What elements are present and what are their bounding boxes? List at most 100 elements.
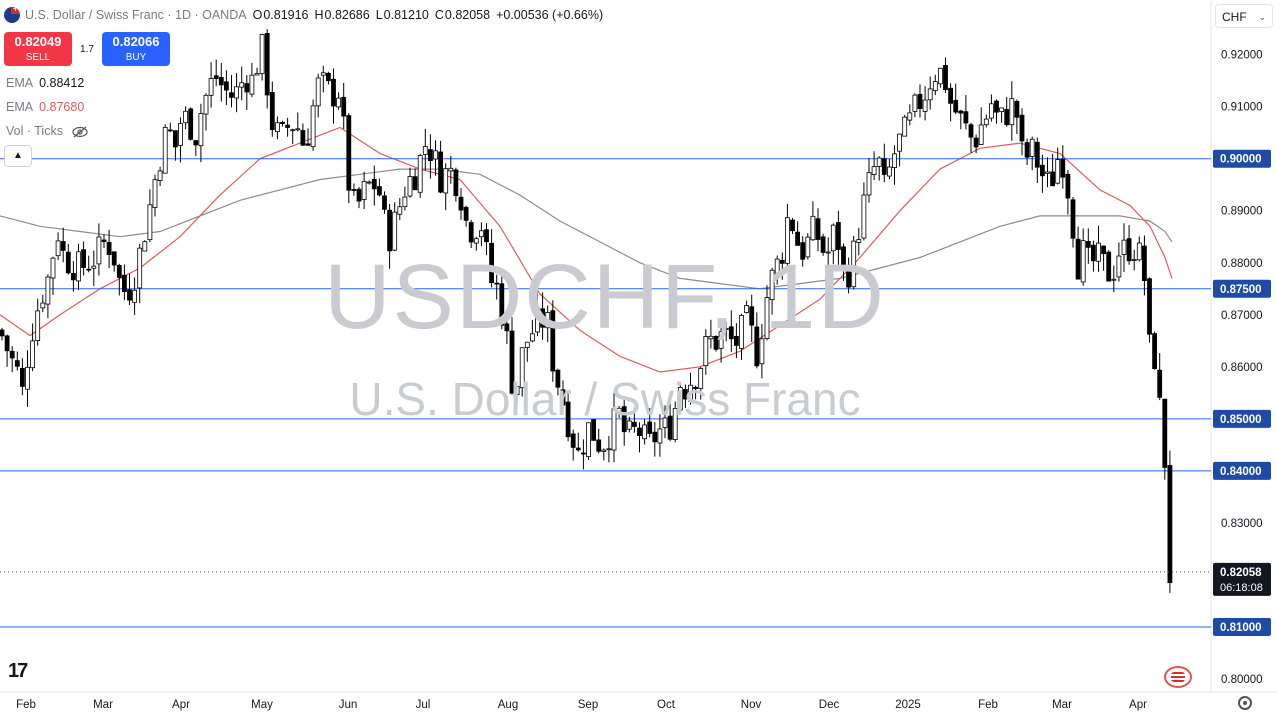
- time-tick-label: Mar: [93, 699, 113, 711]
- time-tick-label: Feb: [16, 699, 36, 711]
- settings-icon[interactable]: [1238, 696, 1252, 710]
- indicator-name: Vol · Ticks: [6, 124, 63, 138]
- candle-body: [341, 96, 347, 117]
- candle-body: [805, 236, 811, 258]
- currency-selector[interactable]: CHF ⌄: [1215, 4, 1273, 28]
- us-flag-icon[interactable]: [1164, 666, 1192, 688]
- candle-body: [652, 431, 658, 443]
- indicator-volume[interactable]: Vol · Ticks: [6, 124, 89, 138]
- eye-hidden-icon[interactable]: [72, 126, 89, 138]
- price-tick-label: 0.87000: [1221, 310, 1263, 322]
- candle-body: [912, 94, 918, 112]
- candle-body: [290, 129, 296, 132]
- candle-body: [1131, 259, 1137, 262]
- candle-body: [953, 99, 959, 113]
- candle-body: [106, 241, 112, 256]
- candle-body: [540, 308, 545, 328]
- candle-body: [555, 369, 561, 388]
- last-price-marker: 0.82058 06:18:08: [0, 562, 1271, 596]
- indicator-ema-2[interactable]: EMA 0.87680: [6, 100, 84, 114]
- candle-body: [19, 368, 25, 387]
- open-value: 0.81916: [263, 8, 309, 22]
- candle-body: [213, 75, 219, 80]
- candle-body: [152, 179, 158, 208]
- candle-body: [575, 447, 581, 451]
- indicator-value: 0.87680: [39, 100, 85, 114]
- open-label: O: [252, 8, 263, 22]
- candle-body: [790, 219, 795, 232]
- tradingview-logo-icon[interactable]: 17: [8, 660, 28, 682]
- candle-body: [157, 170, 163, 182]
- candle-body: [968, 124, 974, 138]
- candle-body: [178, 123, 183, 146]
- time-axis[interactable]: Feb Mar Apr May Jun Jul Aug Sep Oct Nov Dec 2025 Feb…: [16, 699, 1147, 711]
- candle-body: [769, 269, 775, 301]
- indicator-ema-1[interactable]: EMA 0.88412: [6, 76, 84, 90]
- candle-body: [50, 257, 56, 279]
- time-tick-label: Feb: [978, 699, 998, 711]
- candle-body: [999, 107, 1004, 112]
- candle-body: [1116, 255, 1122, 278]
- candle-body: [703, 336, 709, 367]
- candle-body: [927, 88, 933, 101]
- candle-body: [677, 387, 683, 411]
- candle-body: [254, 73, 260, 76]
- candle-body: [611, 408, 617, 451]
- candle-body: [489, 242, 495, 284]
- candle-body: [96, 236, 102, 265]
- candle-body: [402, 196, 408, 208]
- candle-body: [693, 386, 698, 390]
- candle-body: [249, 74, 255, 95]
- candle-body: [698, 368, 704, 389]
- candle-body: [550, 310, 556, 372]
- candle-body: [958, 110, 964, 114]
- indicator-value: 0.88412: [39, 76, 85, 90]
- candle-body: [387, 209, 393, 252]
- candle-body: [871, 166, 877, 176]
- chevron-down-icon: ⌄: [1258, 12, 1266, 22]
- sell-button[interactable]: 0.82049 SELL: [4, 32, 72, 66]
- buy-label: BUY: [125, 52, 147, 63]
- collapse-indicators-button[interactable]: ▲: [4, 145, 32, 167]
- candle-body: [932, 81, 938, 91]
- candle-body: [524, 341, 530, 348]
- time-tick-label: Mar: [1052, 699, 1072, 711]
- candle-body: [468, 222, 474, 243]
- candle-body: [739, 315, 744, 349]
- candle-body: [142, 241, 148, 252]
- price-axis[interactable]: 0.800000.810000.820000.830000.840000.850…: [1213, 50, 1271, 686]
- candle-body: [188, 108, 194, 140]
- candle-body: [754, 326, 760, 367]
- candle-body: [295, 128, 301, 131]
- candle-body: [45, 276, 51, 305]
- candle-body: [229, 92, 234, 98]
- candle-body: [683, 389, 688, 400]
- candle-body: [1085, 241, 1091, 248]
- candle-body: [938, 67, 943, 85]
- candle-body: [1050, 171, 1055, 187]
- candle-body: [565, 401, 571, 438]
- symbol-title[interactable]: U.S. Dollar / Swiss Franc · 1D · OANDA: [25, 8, 247, 22]
- level-price-label: 0.90000: [1220, 154, 1262, 166]
- candle-body: [759, 338, 765, 365]
- candle-body: [1126, 238, 1132, 262]
- candle-body: [259, 34, 265, 74]
- ema-200-segment: [0, 168, 1173, 290]
- candle-body: [1014, 100, 1020, 118]
- candle-body: [1162, 398, 1168, 468]
- candle-body: [336, 97, 342, 108]
- candle-body: [642, 424, 647, 440]
- buy-button[interactable]: 0.82066 BUY: [102, 32, 170, 66]
- level-price-badge: [1213, 461, 1271, 480]
- candle-body: [983, 118, 989, 126]
- candle-body: [1045, 171, 1050, 174]
- candle-body: [71, 272, 76, 281]
- candle-body: [718, 331, 724, 349]
- candle-body: [1147, 278, 1152, 335]
- candle-body: [234, 86, 240, 99]
- horizontal-levels: [0, 158, 1211, 628]
- candle-body: [734, 336, 739, 346]
- candle-body: [325, 72, 331, 82]
- candle-body: [795, 231, 800, 246]
